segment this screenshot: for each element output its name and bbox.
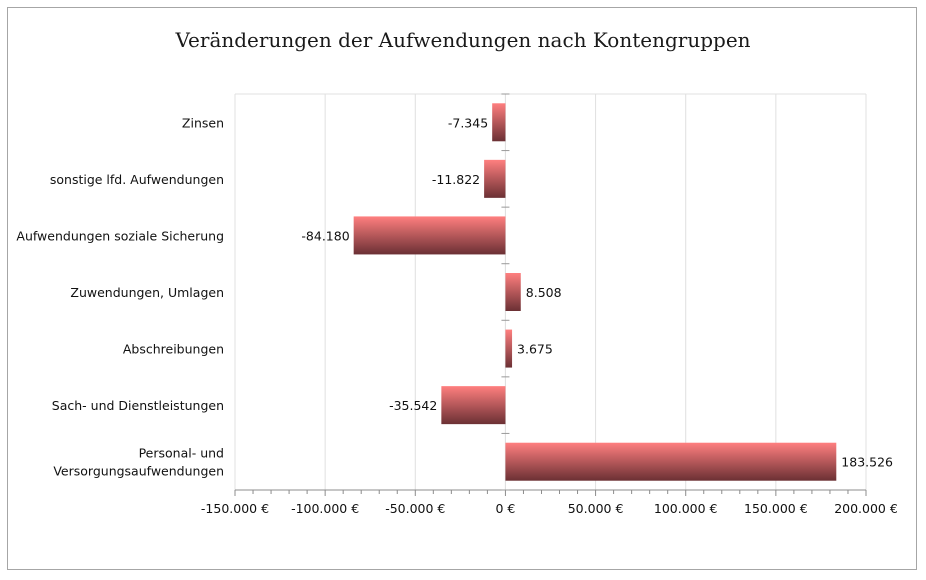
bar (441, 386, 506, 425)
x-tick-label: 0 € (495, 501, 515, 516)
category-label: Zinsen (182, 115, 224, 130)
x-tick-label: -50.000 € (385, 501, 445, 516)
category-label: Personal- und (139, 446, 224, 461)
category-label: Zuwendungen, Umlagen (70, 285, 224, 300)
data-label: -84.180 (301, 228, 349, 243)
bar (505, 273, 521, 311)
chart-frame (7, 7, 917, 570)
bar (484, 159, 506, 198)
data-label: -11.822 (432, 172, 480, 187)
x-tick-label: 200.000 € (834, 501, 898, 516)
x-tick-label: 100.000 € (654, 501, 718, 516)
chart-title: Veränderungen der Aufwendungen nach Kont… (175, 28, 751, 52)
bar (492, 103, 506, 142)
x-tick-label: -100.000 € (291, 501, 359, 516)
category-label: Abschreibungen (123, 342, 224, 357)
category-label: Aufwendungen soziale Sicherung (16, 228, 224, 243)
data-label: -35.542 (389, 398, 437, 413)
data-label: 183.526 (841, 455, 893, 470)
x-tick-label: 50.000 € (568, 501, 624, 516)
x-tick-label: 150.000 € (744, 501, 808, 516)
x-tick-label: -150.000 € (201, 501, 269, 516)
data-label: 8.508 (526, 285, 562, 300)
bar (505, 442, 837, 481)
category-label: sonstige lfd. Aufwendungen (50, 172, 224, 187)
category-label: Sach- und Dienstleistungen (52, 398, 224, 413)
category-label: Versorgungsaufwendungen (53, 464, 224, 479)
bar (353, 216, 506, 255)
data-label: 3.675 (517, 342, 553, 357)
bar (505, 329, 513, 368)
data-label: -7.345 (448, 115, 488, 130)
